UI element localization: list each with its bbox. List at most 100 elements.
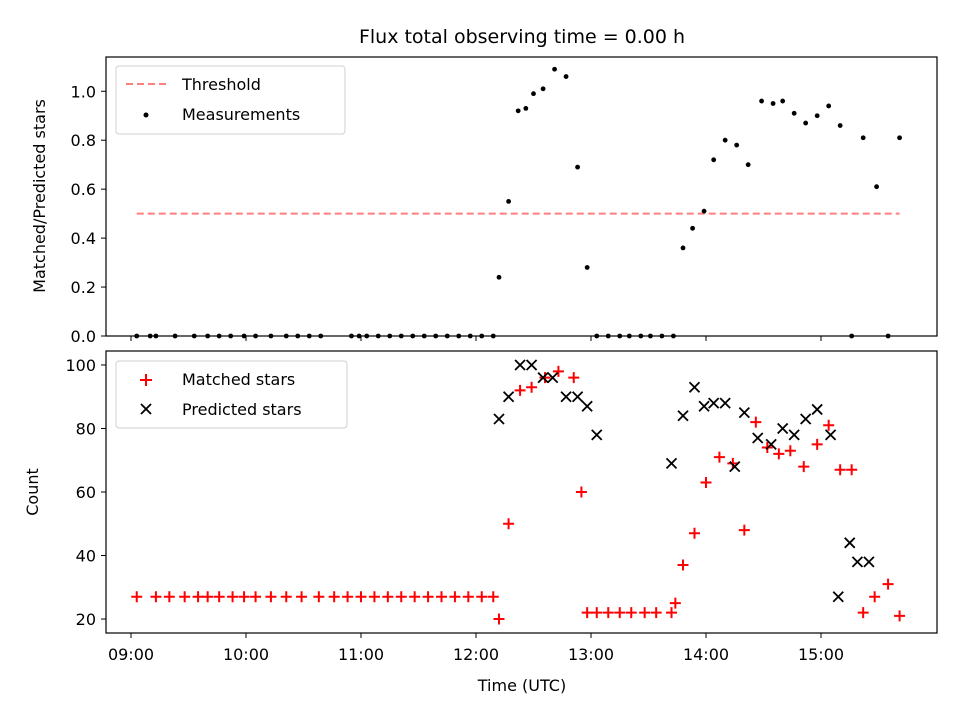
legend-measurements-label: Measurements <box>182 105 300 124</box>
chart-title: Flux total observing time = 0.00 h <box>359 26 685 48</box>
top-panel: Flux total observing time = 0.00 h 0.0 0.… <box>30 26 938 346</box>
predicted-star-marker <box>547 372 559 384</box>
matched-star-marker <box>614 607 626 619</box>
legend-matched-swatch <box>140 374 152 386</box>
measurement-point <box>791 110 797 116</box>
measurement-point <box>552 66 557 72</box>
matched-star-marker <box>552 365 564 377</box>
predicted-star-marker <box>514 359 526 371</box>
bottom-axes-frame <box>105 350 938 634</box>
matched-star-marker <box>894 610 906 622</box>
matched-star-marker <box>503 518 515 530</box>
measurement-point <box>874 184 879 190</box>
predicted-star-marker <box>698 400 710 412</box>
x-tick-label: 15:00 <box>798 645 844 664</box>
x-tick-label: 12:00 <box>453 645 499 664</box>
bottom-y-tick-label: 60 <box>76 483 96 502</box>
legend-predicted-swatch <box>140 403 152 415</box>
predicted-star-marker <box>719 397 731 409</box>
matched-star-marker <box>202 591 214 603</box>
predicted-star-marker <box>537 372 549 384</box>
predicted-star-marker <box>729 460 741 473</box>
measurement-point <box>515 108 521 114</box>
top-y-tick-label: 0.4 <box>71 229 96 248</box>
matched-star-marker <box>869 591 881 603</box>
matched-star-marker <box>476 591 488 603</box>
matched-star-marker <box>784 445 796 457</box>
top-y-tick-label: 0.6 <box>71 180 96 199</box>
matched-star-marker <box>700 476 712 488</box>
matched-star-marker <box>192 591 204 603</box>
predicted-star-marker <box>788 429 800 441</box>
measurement-point <box>745 162 751 168</box>
matched-star-marker <box>280 591 292 603</box>
matched-star-marker <box>811 438 823 450</box>
matched-star-marker <box>798 461 810 473</box>
matched-star-marker <box>449 591 461 603</box>
measurement-point <box>496 274 502 280</box>
matched-star-marker <box>409 591 421 603</box>
measurement-point <box>837 123 843 128</box>
measurement-point <box>711 157 717 163</box>
matched-star-marker <box>368 591 380 603</box>
x-tick-label: 13:00 <box>568 645 614 664</box>
measurement-point <box>584 265 590 270</box>
matched-star-marker <box>713 451 725 463</box>
matched-star-marker <box>539 372 551 384</box>
predicted-star-marker <box>502 391 515 403</box>
matched-star-marker <box>355 591 367 603</box>
matched-star-marker <box>846 464 858 476</box>
measurement-point <box>734 142 740 148</box>
predicted-star-marker <box>851 556 864 568</box>
matched-star-marker <box>738 524 750 536</box>
predicted-star-marker <box>581 400 593 412</box>
matched-star-marker <box>227 591 239 603</box>
predicted-star-marker <box>863 556 875 568</box>
predicted-star-marker <box>665 457 678 470</box>
matched-star-marker <box>689 527 700 539</box>
matched-star-marker <box>213 591 225 603</box>
bottom-y-tick-label: 40 <box>76 547 96 566</box>
measurement-point <box>759 98 764 104</box>
measurement-point <box>575 164 580 170</box>
measurement-point <box>563 74 569 79</box>
predicted-star-marker <box>824 429 837 441</box>
measurement-point <box>506 198 511 204</box>
bottom-y-tick-label: 80 <box>76 419 96 438</box>
predicted-star-marker <box>832 591 844 603</box>
matched-star-marker <box>395 591 407 603</box>
measurement-point <box>540 86 546 92</box>
top-y-tick-label: 0.2 <box>71 278 96 297</box>
matched-star-marker <box>382 591 394 603</box>
measurement-point <box>722 137 728 143</box>
predicted-star-marker <box>800 413 812 425</box>
x-axis-label: Time (UTC) <box>477 676 566 695</box>
matched-star-marker <box>650 607 662 619</box>
predicted-star-marker <box>777 422 789 435</box>
matched-star-marker <box>296 591 308 603</box>
matched-star-marker <box>666 607 677 619</box>
predicted-star-marker <box>738 406 750 419</box>
matched-star-marker <box>179 591 191 603</box>
predicted-star-marker <box>752 432 764 444</box>
matched-star-marker <box>625 607 637 619</box>
matched-star-marker <box>238 591 250 603</box>
matched-star-marker <box>526 381 538 393</box>
measurement-point <box>897 135 902 141</box>
measurement-point <box>523 105 529 111</box>
matched-star-marker <box>422 591 434 603</box>
matched-star-marker <box>250 591 262 603</box>
matched-star-marker <box>131 591 143 603</box>
x-tick-label: 11:00 <box>338 645 384 664</box>
predicted-star-marker <box>591 429 603 441</box>
predicted-star-marker <box>811 403 823 416</box>
bottom-panel: 20 40 60 80 100 09:00 10:00 11:00 12:00 13:00 14:0… <box>23 350 938 695</box>
matched-star-marker <box>834 464 846 476</box>
matched-star-marker <box>639 607 651 619</box>
matched-star-marker <box>750 416 762 428</box>
matched-star-marker <box>591 607 603 619</box>
matched-star-marker <box>265 591 277 603</box>
matched-star-marker <box>493 613 505 625</box>
measurement-point <box>690 225 695 231</box>
x-tick-label: 09:00 <box>108 645 154 664</box>
